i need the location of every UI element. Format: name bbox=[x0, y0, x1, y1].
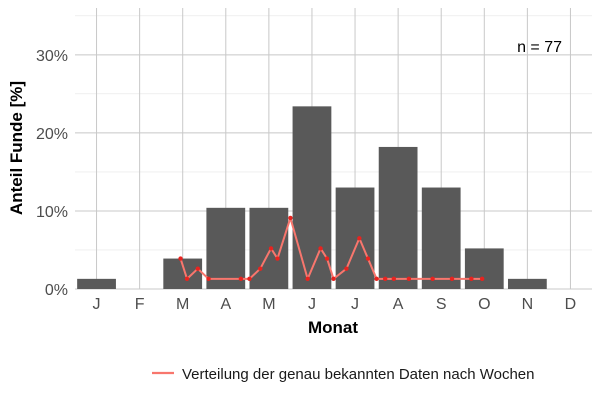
x-tick-label: J bbox=[351, 296, 359, 313]
weekly-point bbox=[184, 276, 190, 282]
x-tick-label: M bbox=[176, 296, 189, 313]
weekly-point bbox=[344, 266, 349, 271]
weekly-point bbox=[275, 256, 280, 261]
weekly-point bbox=[357, 236, 362, 241]
bar bbox=[421, 187, 461, 289]
weekly-point bbox=[383, 276, 388, 282]
x-tick-label: J bbox=[308, 296, 316, 313]
weekly-point bbox=[406, 276, 412, 282]
x-tick-label: A bbox=[393, 296, 404, 313]
x-tick-label: N bbox=[522, 296, 534, 313]
x-tick-label: F bbox=[135, 296, 145, 313]
sample-size-annotation: n = 77 bbox=[517, 39, 562, 56]
weekly-point bbox=[469, 276, 474, 282]
y-tick-label: 0% bbox=[45, 282, 68, 299]
bar bbox=[464, 248, 504, 289]
weekly-point bbox=[178, 256, 183, 261]
y-tick-label: 10% bbox=[36, 204, 68, 221]
weekly-point bbox=[258, 266, 263, 271]
axes: 0% 10% 20% 30% J F M A M J J A S O N D bbox=[36, 48, 576, 313]
weekly-point bbox=[318, 246, 323, 251]
y-axis-title: Anteil Funde [%] bbox=[7, 81, 26, 215]
x-axis-title: Monat bbox=[308, 318, 358, 337]
grid bbox=[75, 8, 592, 290]
weekly-point bbox=[238, 276, 244, 282]
bars bbox=[77, 106, 547, 289]
bar bbox=[378, 146, 418, 289]
weekly-point bbox=[288, 215, 293, 221]
legend-label: Verteilung der genau bekannten Daten nac… bbox=[182, 366, 535, 383]
legend: Verteilung der genau bekannten Daten nac… bbox=[152, 366, 535, 383]
bar bbox=[507, 278, 547, 289]
bar bbox=[292, 106, 332, 289]
weekly-point bbox=[374, 276, 379, 282]
weekly-point bbox=[331, 276, 336, 282]
x-tick-label: M bbox=[262, 296, 275, 313]
x-tick-label: D bbox=[565, 296, 577, 313]
weekly-point bbox=[247, 276, 252, 282]
weekly-point bbox=[195, 266, 200, 271]
y-tick-label: 20% bbox=[36, 126, 68, 143]
weekly-line-series bbox=[178, 215, 485, 282]
bar bbox=[206, 207, 246, 289]
x-tick-label: A bbox=[220, 296, 231, 313]
weekly-point bbox=[324, 256, 330, 261]
weekly-point bbox=[479, 276, 485, 282]
weekly-point bbox=[391, 276, 397, 282]
weekly-point bbox=[206, 276, 211, 282]
x-tick-label: S bbox=[436, 296, 447, 313]
weekly-point bbox=[365, 256, 371, 261]
weekly-point bbox=[449, 276, 455, 282]
x-tick-label: O bbox=[478, 296, 490, 313]
weekly-point bbox=[305, 276, 310, 282]
y-tick-label: 30% bbox=[36, 48, 68, 65]
weekly-point bbox=[430, 276, 435, 282]
weekly-point bbox=[268, 246, 274, 251]
x-tick-label: J bbox=[93, 296, 101, 313]
bar bbox=[77, 278, 116, 289]
